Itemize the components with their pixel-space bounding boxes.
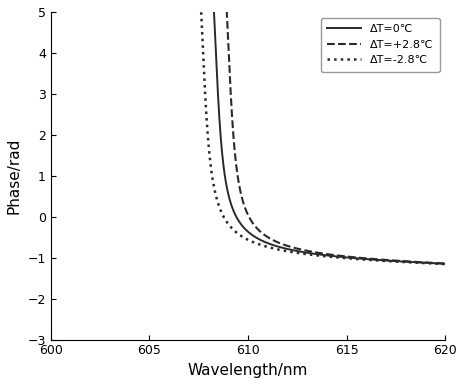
X-axis label: Wavelength/nm: Wavelength/nm — [188, 363, 307, 378]
Legend: ΔT=0℃, ΔT=+2.8℃, ΔT=-2.8℃: ΔT=0℃, ΔT=+2.8℃, ΔT=-2.8℃ — [320, 17, 438, 72]
Y-axis label: Phase/rad: Phase/rad — [7, 137, 22, 214]
